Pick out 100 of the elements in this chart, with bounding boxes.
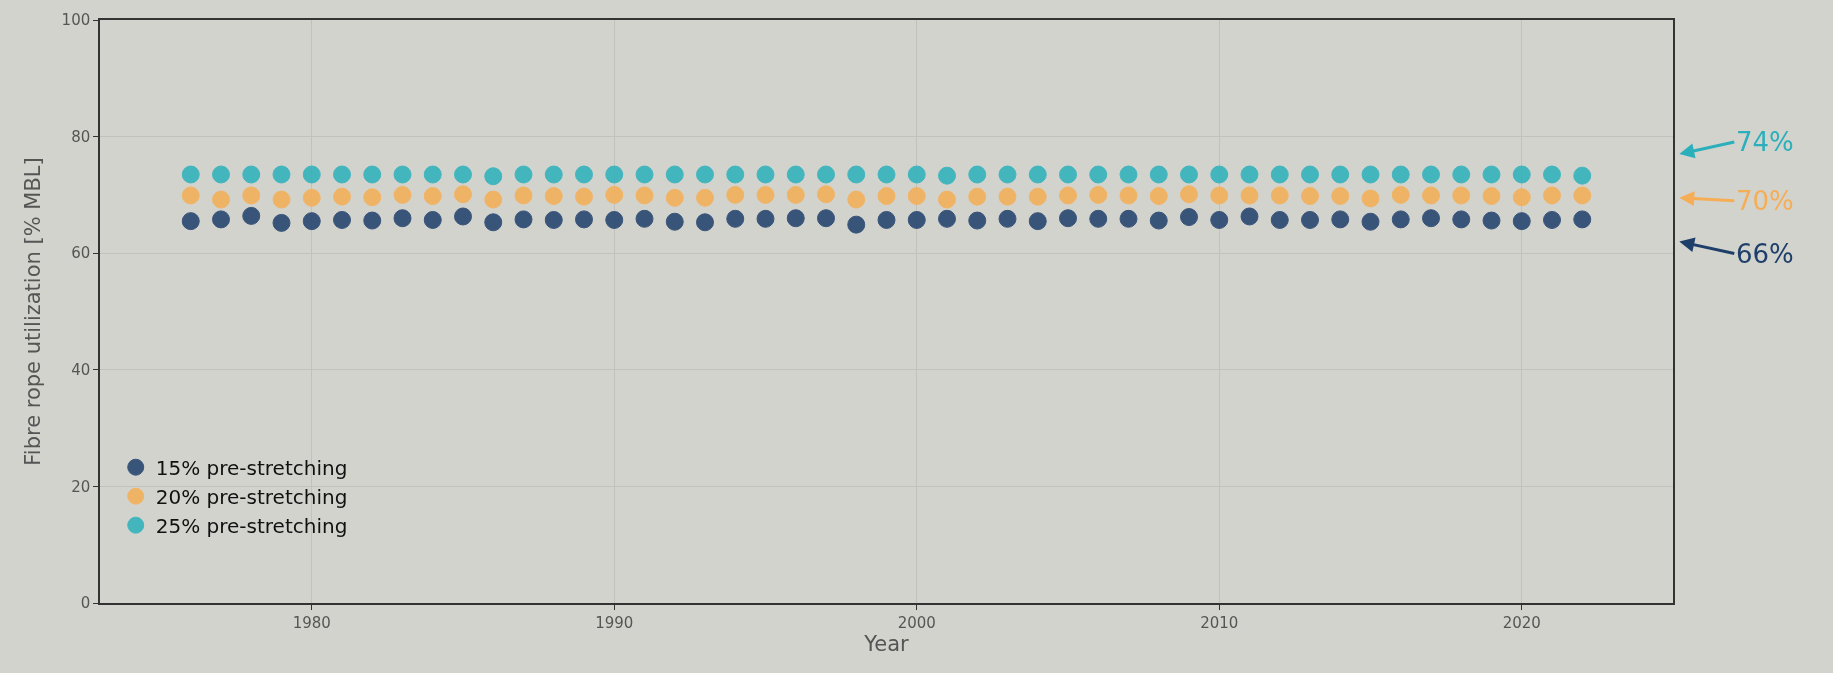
point: [1452, 165, 1471, 184]
point: [1149, 187, 1168, 206]
point: [1301, 165, 1319, 184]
point: [454, 165, 472, 184]
point: [212, 210, 230, 229]
point: [1512, 165, 1531, 184]
point: [696, 188, 714, 207]
point: [1240, 165, 1259, 184]
point: [665, 165, 684, 184]
point: [1210, 186, 1229, 205]
point: [1543, 165, 1561, 184]
point: [938, 209, 956, 228]
point: [514, 210, 533, 229]
point: [1028, 187, 1047, 206]
text: 70%: [1736, 186, 1794, 216]
point: [1422, 165, 1440, 184]
point: [1422, 209, 1440, 228]
point: [877, 165, 896, 184]
point: [1059, 165, 1077, 184]
point: [393, 209, 412, 228]
point: [544, 165, 563, 184]
point: [1089, 209, 1108, 228]
point: [1149, 165, 1168, 184]
point: [454, 207, 472, 226]
point: [1331, 165, 1350, 184]
point: [847, 215, 866, 234]
point: [1422, 186, 1440, 205]
point: [1089, 165, 1108, 184]
legend-label: 15% pre-stretching: [155, 456, 348, 480]
point: [575, 187, 593, 206]
point: [817, 185, 835, 204]
point: [877, 187, 896, 206]
point: [1543, 186, 1561, 205]
point: [1482, 165, 1501, 184]
point: [1180, 165, 1198, 184]
legend-label: 25% pre-stretching: [155, 514, 348, 538]
point: [1301, 210, 1319, 229]
point: [877, 210, 896, 229]
point: [454, 185, 472, 204]
point: [1331, 187, 1350, 206]
point: [998, 165, 1017, 184]
point: [212, 190, 230, 209]
point: [1391, 165, 1410, 184]
point: [242, 206, 261, 225]
point: [575, 210, 593, 229]
point: [484, 213, 503, 232]
point: [1210, 210, 1229, 229]
point: [696, 165, 714, 184]
point: [756, 209, 775, 228]
point: [1361, 165, 1380, 184]
point: [817, 165, 835, 184]
point: [333, 210, 351, 229]
point: [1452, 210, 1471, 229]
point: [363, 188, 382, 207]
point: [1028, 165, 1047, 184]
point: [1059, 186, 1077, 205]
point: [635, 186, 654, 205]
x-axis-title: Year: [863, 631, 910, 656]
point: [575, 165, 593, 184]
point: [726, 165, 745, 184]
x-tick-label: 2020: [1502, 613, 1541, 632]
point: [302, 165, 321, 184]
point: [1180, 185, 1198, 204]
point: [817, 209, 835, 228]
point: [181, 165, 200, 184]
legend-label: 20% pre-stretching: [155, 485, 348, 509]
point: [998, 187, 1017, 206]
x-tick-label: 2000: [897, 613, 936, 632]
point: [756, 185, 775, 204]
y-axis-title: Fibre rope utilization [% MBL]: [21, 157, 46, 466]
point: [1512, 188, 1531, 207]
point: [1543, 210, 1561, 229]
point: [1119, 165, 1138, 184]
y-tick-label: 0: [80, 594, 91, 613]
point: [544, 210, 563, 229]
point: [1452, 186, 1471, 205]
text: 66%: [1736, 239, 1794, 269]
point: [333, 187, 351, 206]
point: [1482, 211, 1501, 230]
point: [1573, 186, 1592, 205]
point: [544, 187, 563, 206]
point: [968, 187, 987, 206]
point: [847, 165, 866, 184]
point: [998, 209, 1017, 228]
point: [1361, 212, 1380, 231]
point: [272, 190, 291, 209]
point: [272, 213, 291, 232]
point: [1301, 187, 1319, 206]
point: [1180, 208, 1198, 227]
point: [1089, 185, 1108, 204]
point: [484, 190, 503, 209]
point: [514, 186, 533, 205]
point: [1240, 186, 1259, 205]
point: [938, 190, 956, 209]
point: [635, 209, 654, 228]
point: [907, 187, 926, 206]
y-tick-label: 60: [71, 244, 91, 263]
point: [968, 211, 987, 230]
point: [1149, 211, 1168, 230]
y-tick-label: 40: [71, 361, 91, 380]
